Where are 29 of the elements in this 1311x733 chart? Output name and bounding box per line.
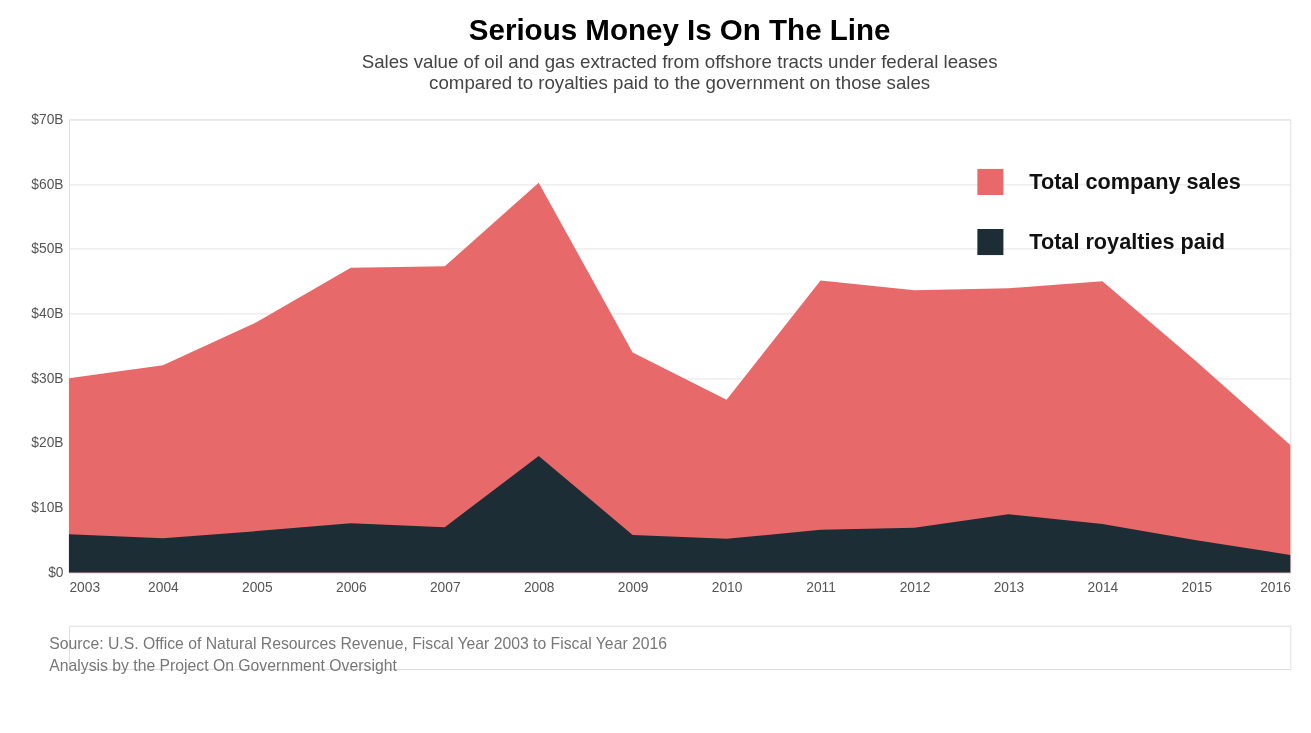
x-tick-label: 2010 [711,579,743,595]
chart-title: Serious Money Is On The Line [468,12,891,46]
y-tick-label: $10B [31,500,64,516]
y-tick-label: $40B [31,306,64,322]
x-tick-label: 2013 [993,579,1025,595]
text: compared to royalties paid to the government on those sales [429,71,931,93]
x-tick-label: 2016 [1260,579,1292,595]
y-tick-label: $60B [31,176,64,192]
x-tick-label: 2003 [69,579,101,595]
x-tick-label: 2014 [1087,579,1119,595]
text: Analysis by the Project On Government Oversight [49,656,398,674]
y-tick-label: $30B [31,370,64,386]
y-tick-label: $20B [31,435,64,451]
x-tick-label: 2012 [899,579,931,595]
x-tick-label: 2011 [806,579,836,595]
legend-label: Total royalties paid [1029,228,1226,254]
y-tick-label: $0 [48,564,64,580]
y-tick-label: $50B [31,241,64,257]
legend-label: Total company sales [1029,168,1241,194]
text: Sales value of oil and gas extracted from offshore tracts under federal leases [361,51,998,73]
y-tick-label: $70B [31,111,64,127]
x-tick-label: 2005 [242,579,273,595]
x-tick-label: 2015 [1181,579,1213,595]
x-tick-label: 2009 [617,579,649,595]
x-tick-label: 2008 [523,579,555,595]
x-tick-label: 2007 [429,579,461,595]
source-note: Source: U.S. Office of Natural Resources Revenue, Fiscal Year 2003 to Fiscal Year 2016 [49,635,668,653]
x-tick-label: 2006 [335,579,367,595]
x-tick-label: 2004 [148,579,180,595]
